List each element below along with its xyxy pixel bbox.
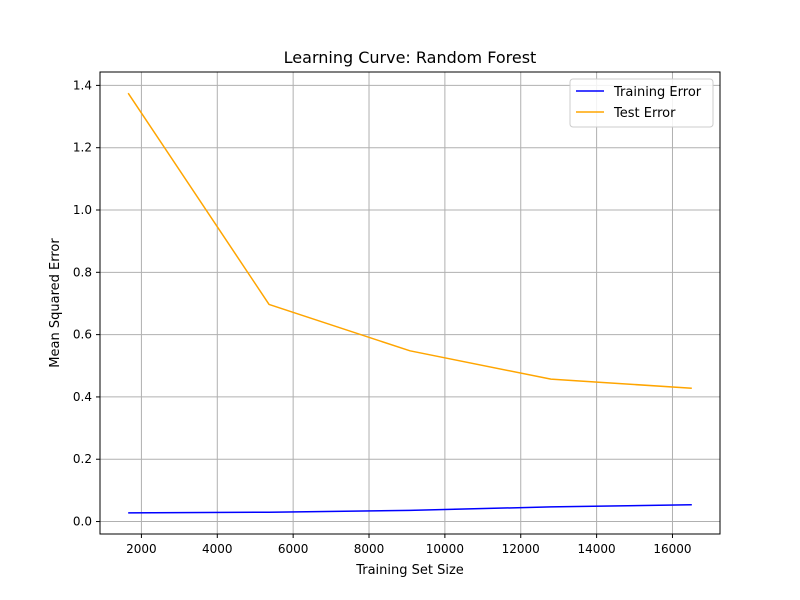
series-line-training-error (128, 503, 692, 514)
x-tick-label: 10000 (426, 542, 464, 556)
grid (100, 72, 720, 534)
x-tick-label: 8000 (354, 542, 385, 556)
legend-box (569, 78, 714, 128)
x-tick-label: 14000 (578, 542, 616, 556)
x-tick-label: 12000 (502, 542, 540, 556)
y-tick-label: 0.8 (73, 265, 92, 279)
legend: Training Error Test Error (569, 78, 714, 128)
y-tick-label: 1.0 (73, 203, 92, 217)
y-axis-label: Mean Squared Error (48, 238, 63, 368)
chart-title: Learning Curve: Random Forest (284, 48, 537, 67)
y-tick-label: 1.2 (73, 141, 92, 155)
y-tick-label: 0.0 (73, 515, 92, 529)
x-axis-label: Training Set Size (355, 563, 464, 578)
series-layer (127, 92, 692, 514)
x-tick-label: 16000 (653, 542, 691, 556)
x-tick-label: 6000 (278, 542, 309, 556)
y-tick-label: 1.4 (73, 78, 92, 92)
axis-ticks: 2000 4000 6000 8000 10000 12000 14000 16000 0.0 0… (73, 78, 692, 556)
plot-frame (99, 71, 721, 535)
y-tick-label: 0.4 (73, 390, 92, 404)
x-tick-label: 4000 (202, 542, 233, 556)
series-line-test-error (127, 92, 692, 389)
x-tick-label: 2000 (126, 542, 157, 556)
y-tick-label: 0.2 (73, 452, 92, 466)
legend-label-training-error: Training Error (613, 85, 702, 100)
y-tick-label: 0.6 (73, 328, 92, 342)
legend-label-test-error: Test Error (613, 106, 676, 121)
